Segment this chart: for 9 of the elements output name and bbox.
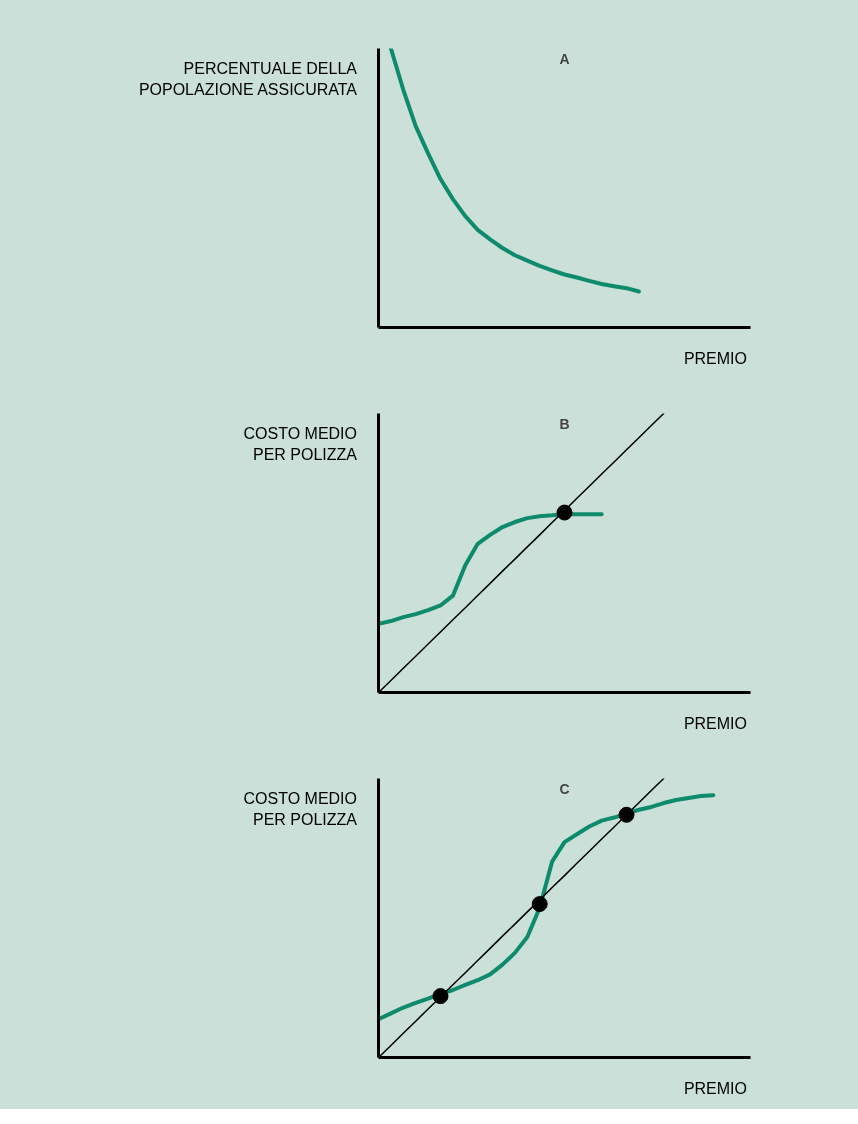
chart-title: C [559, 780, 570, 797]
y-axis-title: PERCENTUALE DELLA POPOLAZIONE ASSICURATA [138, 59, 357, 100]
x-axis-title: PREMIO [683, 1079, 747, 1099]
x-axis-title: PREMIO [683, 349, 747, 369]
y-axis-title: COSTO MEDIO PER POLIZZA [243, 789, 357, 830]
x-axis-title: PREMIO [683, 714, 747, 734]
chart-title: B [559, 415, 570, 432]
chart-title: A [559, 50, 570, 67]
y-axis-title: COSTO MEDIO PER POLIZZA [243, 424, 357, 465]
